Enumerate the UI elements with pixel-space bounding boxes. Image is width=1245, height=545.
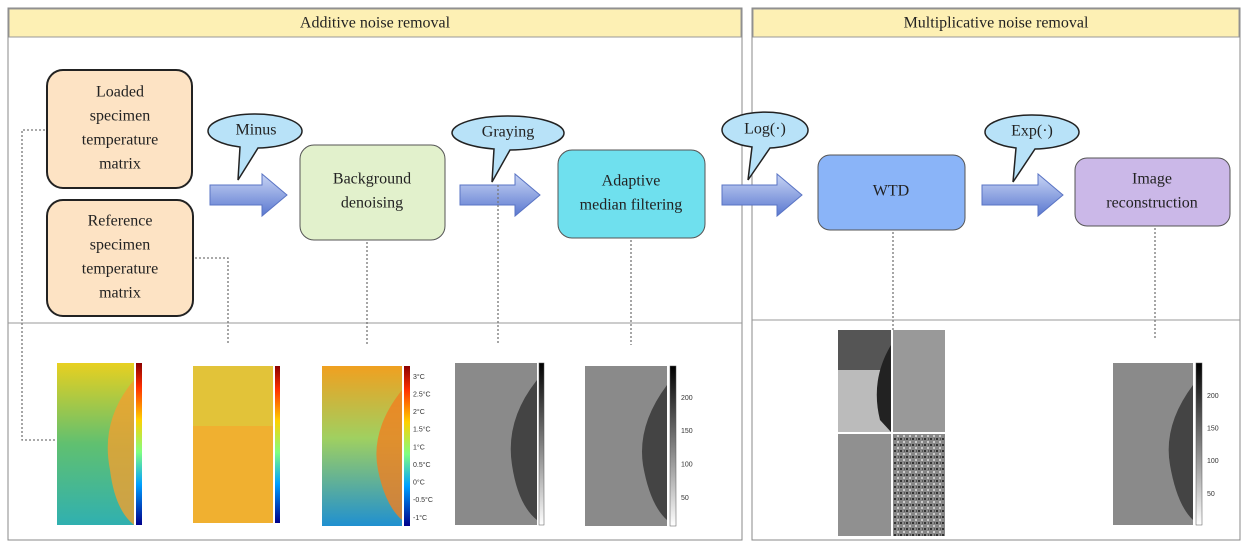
node-label: matrix <box>99 156 141 173</box>
node-label: temperature <box>82 261 158 278</box>
node-label: specimen <box>90 237 150 254</box>
colorbar-label: 100 <box>681 462 693 469</box>
node-label: reconstruction <box>1106 195 1198 212</box>
node-label: Adaptive <box>602 173 661 190</box>
operation: Minus <box>236 122 277 139</box>
operation: Log(·) <box>744 121 786 138</box>
node-label: denoising <box>341 195 403 212</box>
node-label: specimen <box>90 108 150 125</box>
colorbar-label: 200 <box>681 395 693 402</box>
colorbar-label: 2°C <box>413 408 425 416</box>
node-label: temperature <box>82 132 158 149</box>
colorbar-label: 150 <box>1207 426 1219 433</box>
colorbar-label: 1.5°C <box>413 426 431 434</box>
node-label: Reference <box>88 213 153 230</box>
node-label: median filtering <box>580 197 683 214</box>
operation: Graying <box>482 124 534 141</box>
panel-title: Multiplicative noise removal <box>904 15 1089 32</box>
result-images <box>57 330 1202 536</box>
colorbar-label: 150 <box>681 428 693 435</box>
colorbar-label: 1°C <box>413 443 425 451</box>
node-label: Image <box>1132 171 1172 188</box>
diagram: Additive noise removal Multiplicative no… <box>0 0 1245 545</box>
colorbar-label: 3°C <box>413 373 425 381</box>
operation: Exp(·) <box>1011 123 1053 140</box>
colorbar-label: 50 <box>1207 491 1215 498</box>
panel-title: Additive noise removal <box>300 15 451 32</box>
colorbar-label: -1°C <box>413 514 427 522</box>
colorbar-label: 0°C <box>413 479 425 487</box>
colorbar-label: 100 <box>1207 458 1219 465</box>
colorbar-label: 0.5°C <box>413 461 431 469</box>
colorbar-label: -0.5°C <box>413 496 433 504</box>
node-label: Background <box>333 171 411 188</box>
node-label: WTD <box>873 183 909 200</box>
node-label: Loaded <box>96 84 144 101</box>
node-label: matrix <box>99 285 141 302</box>
colorbar-label: 200 <box>1207 393 1219 400</box>
colorbar-label: 2.5°C <box>413 390 431 398</box>
colorbar-label: 50 <box>681 495 689 502</box>
